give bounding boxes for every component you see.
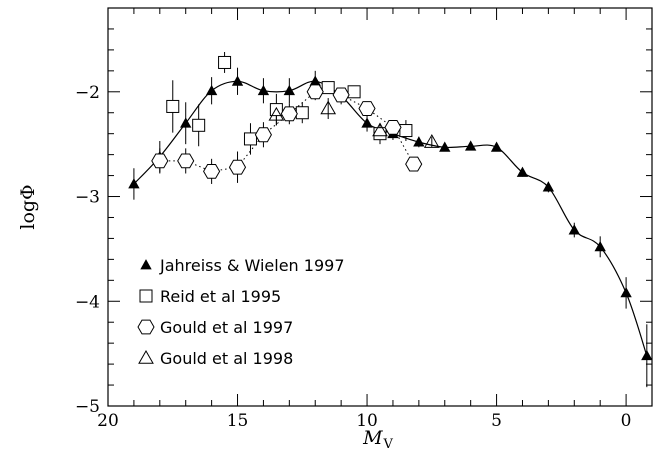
point-gould-et-al-1998 — [423, 134, 440, 148]
point-reid-et-al-1995 — [295, 106, 309, 120]
point-jahreiss-wielen-1997 — [283, 84, 296, 96]
point-reid-et-al-1995 — [321, 81, 335, 95]
y-axis-title: logΦ — [17, 184, 39, 229]
y-tick-label: −3 — [75, 188, 100, 208]
legend-label-gould-et-al-1998: Gould et al 1998 — [160, 349, 293, 368]
x-tick-label: 10 — [356, 411, 378, 431]
point-jahreiss-wielen-1997 — [413, 136, 425, 147]
point-gould-et-al-1997 — [358, 101, 376, 116]
axis-ticks — [107, 7, 653, 407]
point-jahreiss-wielen-1997 — [516, 166, 529, 177]
legend-marker-jahreiss-wielen-1997 — [140, 259, 152, 270]
point-jahreiss-wielen-1997 — [231, 75, 244, 86]
legend-label-gould-et-al-1997: Gould et al 1997 — [160, 318, 293, 337]
point-gould-et-al-1998 — [268, 106, 285, 121]
legend-label-reid-et-al-1995: Reid et al 1995 — [160, 287, 281, 306]
point-jahreiss-wielen-1997 — [439, 141, 451, 152]
point-reid-et-al-1995 — [373, 127, 387, 141]
y-tick-label: −4 — [75, 292, 100, 312]
point-gould-et-al-1997 — [177, 153, 195, 169]
point-reid-et-al-1995 — [269, 103, 283, 117]
legend-marker-gould-et-al-1998 — [138, 349, 154, 364]
point-reid-et-al-1995 — [166, 99, 180, 113]
point-gould-et-al-1997 — [151, 153, 169, 169]
point-jahreiss-wielen-1997 — [594, 240, 606, 252]
point-jahreiss-wielen-1997 — [309, 75, 321, 86]
point-jahreiss-wielen-1997 — [257, 84, 270, 96]
point-jahreiss-wielen-1997 — [464, 140, 477, 151]
x-tick-label: 20 — [97, 411, 119, 431]
point-gould-et-al-1997 — [203, 164, 221, 179]
point-reid-et-al-1995 — [399, 124, 413, 138]
legend-marker-gould-et-al-1997 — [137, 319, 155, 335]
axis-tick-labels: 20 15 10 5 0 −2 −3 −4 −5 — [75, 83, 632, 431]
point-gould-et-al-1997 — [332, 87, 350, 103]
legend-label-jahreiss-wielen-1997: Jahreiss & Wielen 1997 — [159, 256, 345, 275]
x-tick-label: 15 — [227, 411, 249, 431]
data-markers — [128, 55, 653, 361]
point-jahreiss-wielen-1997 — [205, 84, 218, 96]
y-tick-label: −2 — [75, 83, 100, 103]
point-reid-et-al-1995 — [218, 55, 232, 69]
y-tick-label: −5 — [75, 397, 100, 417]
point-gould-et-al-1998 — [372, 122, 388, 137]
legend-marker-reid-et-al-1995 — [139, 289, 153, 303]
legend: Jahreiss & Wielen 1997 Reid et al 1995 Gou… — [137, 256, 345, 368]
x-tick-label: 0 — [621, 411, 632, 431]
point-reid-et-al-1995 — [243, 132, 257, 146]
point-gould-et-al-1997 — [228, 159, 247, 175]
point-jahreiss-wielen-1997 — [361, 117, 373, 128]
x-axis-title: MV — [362, 427, 393, 452]
point-reid-et-al-1995 — [192, 118, 206, 132]
point-jahreiss-wielen-1997 — [490, 141, 503, 152]
point-gould-et-al-1997 — [405, 156, 423, 172]
point-gould-et-al-1997 — [306, 84, 324, 100]
point-reid-et-al-1995 — [347, 85, 361, 99]
point-jahreiss-wielen-1997 — [641, 349, 653, 361]
point-gould-et-al-1997 — [384, 120, 402, 135]
x-tick-label: 5 — [491, 411, 502, 431]
point-gould-et-al-1998 — [320, 100, 337, 115]
plot-frame — [107, 7, 653, 407]
point-jahreiss-wielen-1997 — [542, 181, 555, 192]
point-jahreiss-wielen-1997 — [568, 224, 580, 235]
point-gould-et-al-1997 — [280, 106, 298, 122]
point-jahreiss-wielen-1997 — [128, 178, 140, 189]
point-jahreiss-wielen-1997 — [620, 287, 632, 298]
point-gould-et-al-1997 — [254, 127, 272, 143]
point-jahreiss-wielen-1997 — [180, 117, 192, 128]
